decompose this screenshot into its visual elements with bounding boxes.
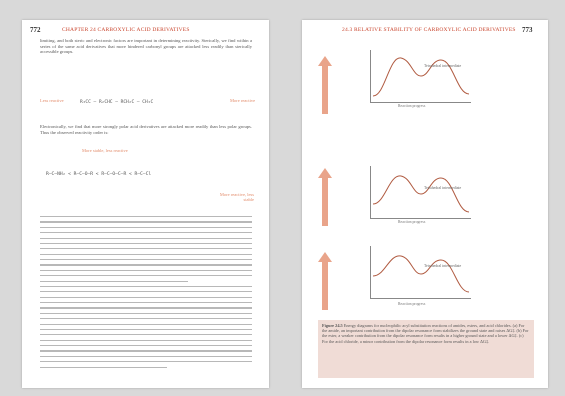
less-reactive-label: Less reactive [40, 98, 64, 103]
energy-diagram-c [370, 246, 471, 299]
energy-diagram-a [370, 50, 471, 103]
panel-c-label: Tetrahedral intermediate [424, 264, 462, 268]
body-text-block [40, 216, 252, 372]
x-axis-label-b: Reaction progress [398, 220, 426, 224]
panel-b-label: Tetrahedral intermediate [424, 186, 462, 190]
energy-arrow-icon [318, 252, 332, 310]
reactivity-formula-row2: R—C—NH₂ < R—C—O—R < R—C—O—C—R < R—C—Cl [46, 172, 152, 177]
energy-diagram-b [370, 166, 471, 219]
energy-arrow-icon [318, 56, 332, 114]
running-head: CHAPTER 24 CARBOXYLIC ACID DERIVATIVES [62, 27, 190, 33]
figure-caption: Figure 24.5 Energy diagrams for nucleoph… [318, 320, 534, 378]
reactivity-formula-row1: R₃CC — R₂CHC — RCH₂C — CH₃C [80, 100, 154, 105]
caption-title: Figure 24.5 [322, 323, 343, 328]
more-stable-label: More stable, less reactive [82, 148, 128, 153]
running-head: 24.3 RELATIVE STABILITY OF CARBOXYLIC AC… [342, 27, 516, 33]
page-number: 773 [522, 26, 533, 34]
energy-arrow-icon [318, 168, 332, 226]
x-axis-label-a: Reaction progress [398, 104, 426, 108]
page-number: 772 [30, 26, 41, 34]
right-page: 24.3 RELATIVE STABILITY OF CARBOXYLIC AC… [302, 20, 548, 388]
intro-paragraph: limiting, and both steric and electronic… [40, 38, 252, 55]
x-axis-label-c: Reaction progress [398, 302, 426, 306]
left-page: 772 CHAPTER 24 CARBOXYLIC ACID DERIVATIV… [22, 20, 269, 388]
panel-a-label: Tetrahedral intermediate [424, 64, 462, 68]
caption-text: Energy diagrams for nucleophilic acyl su… [322, 323, 529, 344]
more-reactive-bottom-label: More reactive, less stable [219, 192, 254, 202]
more-reactive-label: More reactive [230, 98, 256, 103]
paragraph-electronic: Electronically, we find that more strong… [40, 124, 252, 135]
